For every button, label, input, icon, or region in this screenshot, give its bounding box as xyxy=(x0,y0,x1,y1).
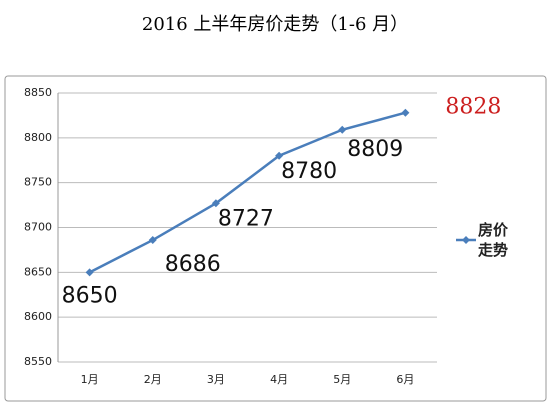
data-point xyxy=(401,108,410,117)
y-tick-label: 8800 xyxy=(24,131,52,144)
data-label: 8809 xyxy=(347,137,403,162)
chart-frame xyxy=(4,75,547,402)
x-tick-label: 1月 xyxy=(81,373,99,386)
data-point xyxy=(338,125,347,134)
data-label: 8828 xyxy=(445,95,501,120)
x-tick-label: 4月 xyxy=(270,373,288,386)
x-tick-label: 3月 xyxy=(207,373,225,386)
legend-marker xyxy=(462,236,470,244)
data-label: 8686 xyxy=(165,252,221,277)
data-point xyxy=(148,236,157,245)
y-tick-label: 8550 xyxy=(24,355,52,368)
data-point xyxy=(211,199,220,208)
legend-label: 房价走势 xyxy=(478,221,509,259)
x-tick-label: 5月 xyxy=(333,373,351,386)
x-tick-label: 2月 xyxy=(144,373,162,386)
y-tick-label: 8650 xyxy=(24,265,52,278)
data-point xyxy=(85,268,94,277)
y-tick-label: 8850 xyxy=(24,86,52,99)
y-tick-label: 8600 xyxy=(24,310,52,323)
chart-title: 2016 上半年房价走势（1-6 月） xyxy=(142,14,408,35)
data-point xyxy=(275,151,284,160)
data-label: 8727 xyxy=(218,206,274,231)
data-label: 8650 xyxy=(62,283,118,308)
x-tick-label: 6月 xyxy=(396,373,414,386)
data-label: 8780 xyxy=(281,159,337,184)
y-tick-label: 8750 xyxy=(24,176,52,189)
series-line xyxy=(89,111,406,274)
y-tick-label: 8700 xyxy=(24,221,52,234)
